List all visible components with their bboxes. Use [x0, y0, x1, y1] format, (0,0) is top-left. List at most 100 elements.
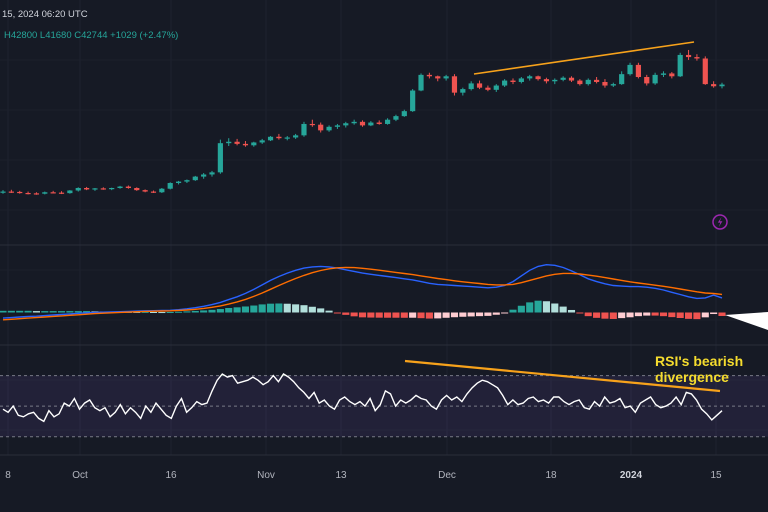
- price-candle[interactable]: [627, 62, 633, 76]
- macd-histogram-bar[interactable]: [250, 305, 258, 313]
- price-candle[interactable]: [134, 187, 140, 191]
- macd-histogram-bar[interactable]: [442, 312, 450, 318]
- price-candle[interactable]: [660, 71, 667, 77]
- price-candle[interactable]: [410, 89, 416, 112]
- price-candle[interactable]: [685, 49, 692, 60]
- price-candle[interactable]: [242, 141, 249, 147]
- macd-histogram-bar[interactable]: [158, 312, 166, 314]
- macd-histogram-bar[interactable]: [475, 312, 484, 317]
- rsi-divergence-line[interactable]: [404, 359, 721, 393]
- price-candle[interactable]: [518, 77, 524, 84]
- macd-histogram-bar[interactable]: [367, 312, 375, 318]
- macd-histogram-bar[interactable]: [358, 312, 367, 318]
- price-candle[interactable]: [552, 78, 558, 85]
- macd-histogram-bar[interactable]: [258, 304, 266, 313]
- price-candle[interactable]: [84, 186, 90, 191]
- price-candle[interactable]: [543, 77, 550, 84]
- price-candle[interactable]: [343, 121, 349, 128]
- macd-histogram-bar[interactable]: [149, 311, 158, 313]
- price-candle[interactable]: [577, 79, 583, 86]
- price-candle[interactable]: [610, 82, 616, 87]
- signal-line[interactable]: [2, 266, 723, 321]
- price-candle[interactable]: [334, 123, 341, 129]
- price-candle[interactable]: [150, 190, 157, 193]
- macd-histogram-bar[interactable]: [417, 312, 425, 319]
- price-candle[interactable]: [585, 78, 591, 86]
- macd-histogram-bar[interactable]: [609, 312, 617, 319]
- price-candle[interactable]: [100, 187, 106, 190]
- macd-histogram-bar[interactable]: [509, 309, 517, 313]
- price-candle[interactable]: [309, 119, 315, 127]
- price-candle[interactable]: [67, 190, 73, 194]
- macd-histogram-bar[interactable]: [191, 310, 199, 313]
- macd-histogram-bar[interactable]: [693, 312, 701, 320]
- price-candle[interactable]: [535, 75, 541, 81]
- price-candle[interactable]: [635, 62, 641, 79]
- price-candle[interactable]: [25, 191, 31, 195]
- price-candle[interactable]: [594, 77, 600, 84]
- macd-histogram-bar[interactable]: [567, 309, 576, 313]
- macd-histogram-bar[interactable]: [526, 302, 534, 313]
- price-candle[interactable]: [351, 119, 357, 125]
- price-candle[interactable]: [510, 78, 516, 85]
- macd-histogram-bar[interactable]: [559, 306, 567, 313]
- price-candle[interactable]: [293, 133, 299, 139]
- price-candle[interactable]: [468, 81, 474, 91]
- macd-histogram-bar[interactable]: [266, 303, 275, 313]
- price-candle[interactable]: [460, 87, 466, 96]
- macd-histogram-bar[interactable]: [601, 312, 609, 319]
- price-candle[interactable]: [368, 121, 374, 127]
- price-divergence-line[interactable]: [473, 41, 695, 75]
- macd-histogram-bar[interactable]: [300, 305, 308, 313]
- price-candle[interactable]: [251, 141, 257, 147]
- macd-histogram-bar[interactable]: [66, 311, 74, 313]
- price-candle[interactable]: [451, 74, 458, 96]
- price-candle[interactable]: [318, 122, 324, 133]
- price-candle[interactable]: [435, 75, 441, 82]
- macd-histogram-bar[interactable]: [467, 312, 475, 317]
- macd-histogram-bar[interactable]: [659, 312, 668, 317]
- macd-histogram-bar[interactable]: [425, 312, 433, 319]
- macd-histogram-bar[interactable]: [317, 308, 325, 313]
- macd-histogram-bar[interactable]: [409, 312, 417, 318]
- price-candle[interactable]: [58, 191, 65, 195]
- price-candle[interactable]: [142, 189, 148, 193]
- price-candle[interactable]: [502, 79, 508, 87]
- macd-histogram-bar[interactable]: [325, 310, 333, 313]
- price-candle[interactable]: [426, 72, 432, 79]
- price-candle[interactable]: [234, 138, 240, 146]
- macd-histogram-bar[interactable]: [233, 307, 241, 313]
- price-candle[interactable]: [560, 76, 566, 82]
- macd-histogram-bar[interactable]: [584, 312, 592, 317]
- macd-histogram-bar[interactable]: [141, 311, 149, 313]
- price-candle[interactable]: [359, 120, 366, 127]
- macd-histogram-bar[interactable]: [74, 311, 82, 313]
- macd-histogram-bar[interactable]: [41, 311, 49, 313]
- price-candle[interactable]: [0, 190, 6, 194]
- price-candle[interactable]: [42, 191, 48, 195]
- price-candle[interactable]: [109, 187, 115, 191]
- macd-histogram-bar[interactable]: [283, 303, 291, 313]
- price-candle[interactable]: [493, 84, 499, 92]
- price-candle[interactable]: [92, 188, 98, 191]
- macd-histogram-bar[interactable]: [166, 311, 174, 313]
- price-candle[interactable]: [476, 80, 483, 90]
- macd-histogram-bar[interactable]: [576, 312, 584, 314]
- macd-histogram-bar[interactable]: [0, 310, 7, 313]
- price-candle[interactable]: [702, 56, 708, 85]
- price-candle[interactable]: [443, 74, 449, 81]
- price-candle[interactable]: [485, 85, 491, 92]
- price-candle[interactable]: [602, 79, 608, 88]
- macd-histogram-bar[interactable]: [24, 310, 32, 313]
- macd-histogram-bar[interactable]: [275, 303, 283, 313]
- price-candle[interactable]: [619, 71, 625, 85]
- price-candle[interactable]: [276, 133, 282, 140]
- macd-histogram-bar[interactable]: [492, 312, 500, 315]
- rsi-line[interactable]: [2, 373, 723, 423]
- macd-histogram-bar[interactable]: [216, 309, 224, 313]
- price-candle[interactable]: [284, 136, 290, 141]
- macd-histogram-bar[interactable]: [350, 312, 358, 317]
- price-candle[interactable]: [719, 82, 725, 89]
